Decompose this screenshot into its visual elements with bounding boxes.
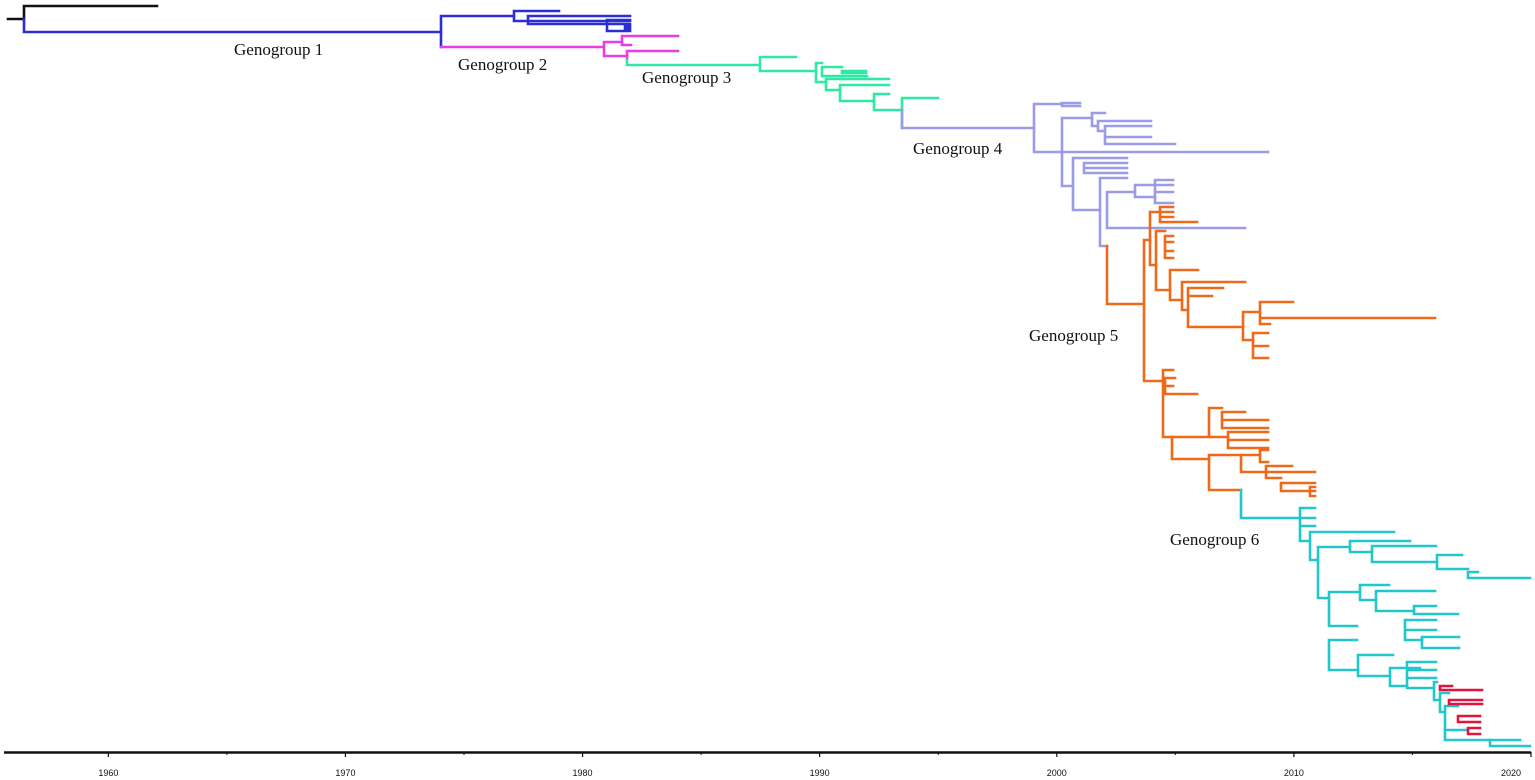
g6-branch: [1403, 618, 1438, 642]
g1-branch: [623, 24, 632, 32]
g6-branch: [1412, 604, 1460, 616]
g5-branch: [1207, 453, 1243, 492]
g4-branch: [1103, 124, 1177, 146]
g5-branch: [1186, 286, 1245, 329]
g1-branch: [22, 17, 443, 34]
g5-branch: [1308, 485, 1317, 498]
g5-branch: [1163, 376, 1199, 396]
g6-branch: [1443, 704, 1460, 732]
g5-branch: [1142, 238, 1165, 383]
g3-branch: [758, 55, 818, 73]
g3-branch: [824, 77, 891, 92]
axis-tick-label: 1970: [335, 768, 355, 778]
g2-branch: [625, 49, 680, 62]
g3-branch: [838, 83, 891, 103]
axis-tick-label: 1960: [98, 768, 118, 778]
g3-branch: [840, 69, 868, 75]
g4-branch: [1153, 178, 1175, 205]
g4-branch: [1071, 156, 1129, 212]
g5-branch: [1251, 331, 1270, 360]
g5-branch: [1168, 268, 1200, 302]
g6-branch: [1316, 545, 1352, 600]
g6-branch: [1356, 653, 1395, 678]
g3-branch: [872, 92, 904, 112]
sub-branch: [1447, 698, 1484, 706]
g6-branch: [1348, 539, 1412, 554]
genogroup-5-label: Genogroup 5: [1029, 326, 1118, 345]
g4-branch: [900, 108, 1036, 130]
g4-branch: [1060, 101, 1082, 108]
tree-branches: [6, 4, 1532, 748]
g6-branch: [1466, 570, 1532, 580]
g6-branch: [1298, 506, 1317, 543]
g3-branch: [900, 96, 940, 130]
g4-branch: [1032, 102, 1064, 154]
axis-tick-label: 1980: [573, 768, 593, 778]
g4-branch: [1098, 176, 1129, 248]
g5-branch: [1170, 435, 1211, 461]
g6-branch: [1239, 488, 1302, 520]
axis-tick-label: 1990: [810, 768, 830, 778]
axis-tick-label: 2020: [1501, 768, 1521, 778]
genogroup-2-label: Genogroup 2: [458, 55, 547, 74]
g1-branch: [439, 14, 516, 49]
g6-branch: [1327, 638, 1360, 672]
g5-branch: [1154, 229, 1172, 292]
g3-branch: [814, 61, 828, 84]
g6-branch: [1488, 738, 1532, 748]
g6-branch: [1327, 590, 1362, 628]
genogroup-4-label: Genogroup 4: [913, 139, 1003, 158]
sub-branch: [1456, 714, 1482, 724]
g5-branch: [1226, 430, 1270, 450]
g5-branch: [1207, 406, 1230, 439]
g1-branch: [526, 14, 632, 26]
g6-branch: [1358, 583, 1391, 602]
g3-branch: [625, 58, 762, 67]
time-axis: 1960 1970 1980 1990 2000 2010 2020: [4, 751, 1532, 778]
g2-branch: [602, 40, 629, 58]
genogroup-3-label: Genogroup 3: [642, 68, 731, 87]
g5-branch: [1258, 448, 1270, 464]
g6-branch: [1370, 544, 1439, 564]
g6-branch: [1443, 728, 1492, 742]
axis-tick-label: 2010: [1284, 768, 1304, 778]
axis-tick-label: 2000: [1047, 768, 1067, 778]
g3-branch: [820, 65, 869, 78]
g6-branch: [1374, 589, 1437, 613]
g5-branch: [1239, 453, 1317, 474]
genogroup-1-label: Genogroup 1: [234, 40, 323, 59]
g5-branch: [1163, 234, 1175, 260]
g5-branch: [1158, 205, 1199, 224]
sub-branch: [1466, 726, 1482, 736]
g6-branch: [1420, 635, 1461, 650]
g5-branch: [1241, 310, 1262, 342]
g4-branch: [1082, 161, 1129, 175]
g5-branch: [1220, 410, 1270, 430]
g5-branch: [1105, 244, 1146, 306]
g6-branch: [1435, 553, 1470, 571]
g6-branch: [1308, 530, 1396, 562]
g2-branch: [620, 34, 680, 47]
root-branch: [6, 4, 159, 21]
g5-branch: [1258, 300, 1437, 326]
g4-branch: [1060, 150, 1270, 188]
g4-branch: [1105, 190, 1247, 230]
sub-branch: [1438, 684, 1484, 692]
g4-branch: [1060, 116, 1094, 154]
g6-branch: [1388, 666, 1422, 688]
g5-branch: [1161, 368, 1175, 439]
g5-branch: [1264, 464, 1294, 480]
g6-branch: [1405, 660, 1438, 690]
genogroup-6-label: Genogroup 6: [1170, 530, 1259, 549]
